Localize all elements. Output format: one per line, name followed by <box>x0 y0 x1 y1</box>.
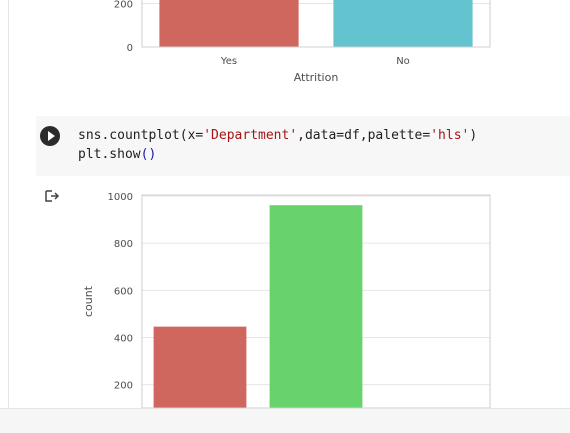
code-token: ,data=df,palette= <box>297 128 431 143</box>
y-tick-label: 200 <box>114 381 133 392</box>
code-token: ) <box>469 128 478 143</box>
bar <box>333 0 473 47</box>
code-cell[interactable] <box>36 116 570 176</box>
y-tick-label: 800 <box>114 239 133 250</box>
code-token: sns.countplot(x= <box>78 128 204 143</box>
code-token: () <box>140 147 157 162</box>
next-cell-band <box>0 408 570 433</box>
y-axis-label: count <box>82 285 95 317</box>
bar <box>153 326 247 408</box>
attrition-countplot: 0 200 Yes No Attrition <box>114 0 491 84</box>
code-token: 'hls' <box>430 128 470 143</box>
play-circle-icon[interactable] <box>40 126 60 146</box>
y-tick-label: 600 <box>114 286 133 297</box>
y-tick-label: 1000 <box>108 192 133 203</box>
y-tick-label: 0 <box>127 43 133 54</box>
x-axis-label: Attrition <box>294 71 339 84</box>
bar <box>269 205 363 408</box>
bar <box>159 0 299 47</box>
y-tick-label: 200 <box>114 0 133 11</box>
code-line-2: plt.show() <box>78 147 156 162</box>
department-countplot: 200 400 600 800 1000 count <box>82 192 491 419</box>
code-token: plt.show <box>78 147 141 162</box>
y-tick-label: 400 <box>114 333 133 344</box>
output-arrow-icon[interactable] <box>44 189 60 203</box>
code-token: 'Department' <box>203 128 298 143</box>
x-tick-label: No <box>396 56 410 67</box>
cell-left-rule <box>8 0 9 410</box>
code-line-1: sns.countplot(x='Department',data=df,pal… <box>78 128 477 143</box>
axes-frame <box>141 0 491 48</box>
x-tick-label: Yes <box>220 56 237 67</box>
